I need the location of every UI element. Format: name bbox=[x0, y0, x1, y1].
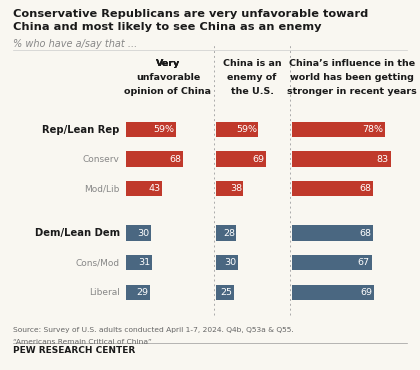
Text: 28: 28 bbox=[223, 229, 235, 238]
Bar bbox=[126, 122, 176, 137]
Bar bbox=[216, 181, 244, 196]
Text: 25: 25 bbox=[221, 288, 233, 297]
Bar bbox=[292, 225, 373, 241]
Bar bbox=[292, 255, 372, 270]
Bar bbox=[126, 225, 151, 241]
Text: 31: 31 bbox=[138, 258, 150, 267]
Text: stronger in recent years: stronger in recent years bbox=[287, 87, 417, 96]
Bar bbox=[126, 181, 162, 196]
Text: 69: 69 bbox=[360, 288, 372, 297]
Bar bbox=[216, 255, 238, 270]
Text: 29: 29 bbox=[136, 288, 149, 297]
Text: Conserv: Conserv bbox=[83, 155, 120, 164]
Text: 43: 43 bbox=[148, 184, 160, 193]
Text: 68: 68 bbox=[359, 184, 371, 193]
Bar bbox=[216, 151, 265, 167]
Text: Mod/Lib: Mod/Lib bbox=[84, 184, 120, 193]
Text: Very: Very bbox=[156, 59, 180, 68]
Text: 30: 30 bbox=[224, 258, 236, 267]
Text: China is an: China is an bbox=[223, 59, 281, 68]
Bar bbox=[292, 285, 375, 300]
Text: China and most likely to see China as an enemy: China and most likely to see China as an… bbox=[13, 22, 321, 32]
Text: Cons/Mod: Cons/Mod bbox=[76, 258, 120, 267]
Bar bbox=[216, 285, 234, 300]
Text: 68: 68 bbox=[359, 229, 371, 238]
Text: PEW RESEARCH CENTER: PEW RESEARCH CENTER bbox=[13, 346, 135, 355]
Text: “Americans Remain Critical of China”: “Americans Remain Critical of China” bbox=[13, 339, 151, 344]
Text: Source: Survey of U.S. adults conducted April 1-7, 2024. Q4b, Q53a & Q55.: Source: Survey of U.S. adults conducted … bbox=[13, 327, 293, 333]
Bar bbox=[126, 151, 183, 167]
Bar bbox=[216, 122, 258, 137]
Text: 78%: 78% bbox=[362, 125, 383, 134]
Text: 69: 69 bbox=[252, 155, 264, 164]
Bar bbox=[292, 122, 385, 137]
Text: Very: Very bbox=[156, 59, 180, 68]
Bar bbox=[126, 285, 150, 300]
Text: Rep/Lean Rep: Rep/Lean Rep bbox=[42, 124, 120, 135]
Text: 68: 68 bbox=[169, 155, 181, 164]
Text: opinion of China: opinion of China bbox=[124, 87, 212, 96]
Bar bbox=[292, 151, 391, 167]
Text: 59%: 59% bbox=[153, 125, 174, 134]
Text: Very: Very bbox=[156, 59, 180, 68]
Text: Liberal: Liberal bbox=[89, 288, 120, 297]
Text: world has been getting: world has been getting bbox=[290, 73, 414, 82]
Text: 83: 83 bbox=[377, 155, 389, 164]
Bar bbox=[292, 181, 373, 196]
Bar bbox=[126, 255, 152, 270]
Text: 30: 30 bbox=[137, 229, 150, 238]
Bar bbox=[216, 225, 236, 241]
Text: % who have a/say that ...: % who have a/say that ... bbox=[13, 39, 137, 49]
Text: Dem/Lean Dem: Dem/Lean Dem bbox=[34, 228, 120, 238]
Text: 67: 67 bbox=[358, 258, 370, 267]
Text: 59%: 59% bbox=[236, 125, 257, 134]
Text: Conservative Republicans are very unfavorable toward: Conservative Republicans are very unfavo… bbox=[13, 9, 368, 19]
Text: unfavorable: unfavorable bbox=[136, 73, 200, 82]
Text: China’s influence in the: China’s influence in the bbox=[289, 59, 415, 68]
Text: the U.S.: the U.S. bbox=[231, 87, 273, 96]
Text: 38: 38 bbox=[230, 184, 242, 193]
Text: enemy of: enemy of bbox=[227, 73, 277, 82]
